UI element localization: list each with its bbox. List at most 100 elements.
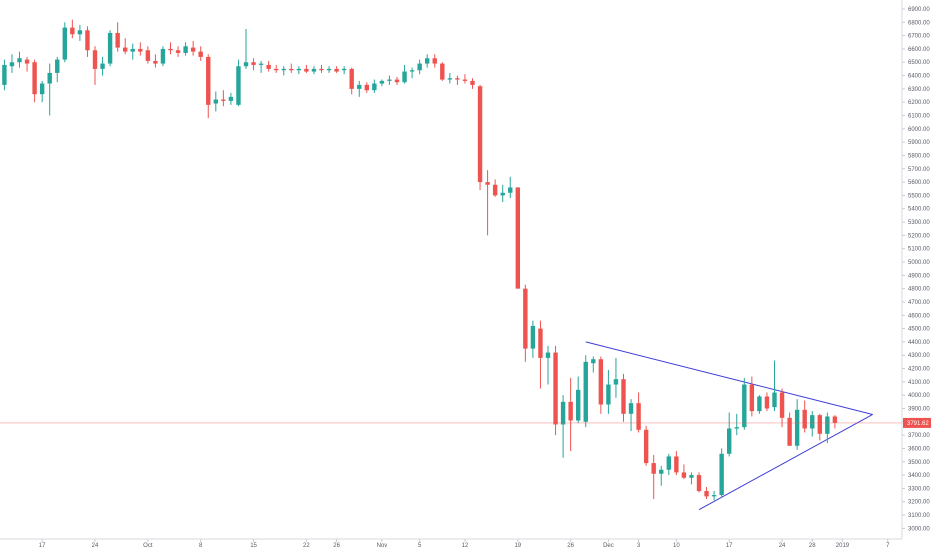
candle-body [417, 63, 422, 71]
candle-body [236, 66, 241, 105]
candle-down [289, 63, 294, 73]
candle-body [70, 27, 75, 35]
candle-down [24, 56, 30, 72]
time-axis[interactable]: 17 24 Oct 8 15 22 26 Nov 5 12 19 26 Dec 3 10 17 24 28 2019… [0, 538, 902, 549]
candle-body [764, 396, 770, 409]
candle-down [621, 373, 626, 422]
candle-up [100, 56, 105, 76]
price-tick-label: 6900.00 [908, 7, 930, 13]
candle-down [123, 38, 128, 55]
price-tick-label: 3000.00 [908, 526, 930, 532]
candle-body [17, 58, 22, 63]
candle-body [568, 401, 573, 421]
candle-up [689, 472, 694, 485]
candle-up [107, 30, 113, 67]
candle-body [138, 48, 143, 52]
price-tick-label: 4100.00 [908, 380, 930, 386]
candle-up [160, 46, 166, 67]
candles [2, 19, 838, 501]
candle-body [115, 32, 120, 48]
candle-body [213, 99, 218, 104]
candle-down [175, 46, 181, 57]
candle-body [598, 359, 604, 405]
price-tick-label: 4000.00 [908, 393, 930, 399]
candle-up [576, 376, 581, 424]
candle-down [477, 84, 483, 191]
candle-up [379, 79, 385, 87]
candle-body [538, 328, 543, 358]
candle-body [402, 71, 407, 83]
candle-down [523, 284, 528, 362]
candle-up [243, 28, 249, 69]
candle-body [228, 96, 234, 101]
candle-down [432, 54, 437, 68]
candle-up [530, 320, 536, 358]
price-tick-label: 4500.00 [908, 327, 930, 333]
price-tick-label: 5800.00 [908, 153, 930, 159]
candle-up [357, 80, 362, 97]
candle-body [470, 80, 475, 85]
candle-down [462, 74, 468, 84]
candle-down [274, 64, 279, 73]
candle-down [145, 46, 151, 64]
candle-body [364, 84, 369, 91]
candle-down [198, 46, 203, 61]
candle-body [281, 68, 286, 71]
candle-down [674, 451, 679, 476]
candle-body [349, 68, 354, 89]
candle-body [477, 86, 483, 183]
candle-down [138, 42, 143, 56]
candle-body [802, 409, 807, 429]
candle-body [455, 78, 460, 80]
candle-body [515, 187, 520, 289]
candle-body [296, 68, 302, 71]
time-tick-label: 22 [303, 543, 310, 549]
candle-down [153, 54, 158, 68]
price-tick-label: 4800.00 [908, 287, 930, 293]
candle-body [190, 47, 196, 52]
candle-body [447, 78, 453, 80]
candle-body [636, 403, 641, 430]
candle-up [742, 377, 747, 430]
price-axis[interactable]: 3000.00 3100.00 3200.00 3300.00 3400.00 3500.… [901, 0, 930, 539]
price-tick-label: 5400.00 [908, 207, 930, 213]
candle-down [681, 464, 687, 480]
candle-body [100, 63, 105, 69]
candle-up [628, 399, 634, 432]
candle-down [190, 40, 196, 56]
time-tick-label: 24 [92, 543, 99, 549]
candle-body [485, 182, 490, 185]
price-tick-label: 4300.00 [908, 353, 930, 359]
candle-down [704, 487, 709, 500]
price-tick-label: 6400.00 [908, 74, 930, 80]
candle-body [372, 83, 377, 91]
candle-body [621, 379, 626, 414]
candle-body [289, 68, 294, 71]
price-tick-label: 4700.00 [908, 300, 930, 306]
candle-body [628, 403, 634, 414]
price-tick-label: 6700.00 [908, 34, 930, 40]
candle-body [198, 51, 203, 57]
candle-body [553, 352, 558, 425]
candle-up [772, 360, 777, 412]
time-tick-label: 26 [333, 543, 340, 549]
candle-up [387, 75, 392, 85]
candle-body [425, 58, 430, 64]
candle-up [417, 59, 422, 75]
candle-body [794, 409, 800, 446]
candle-body [2, 64, 7, 85]
candle-body [462, 79, 468, 81]
price-tick-label: 4600.00 [908, 313, 930, 319]
candle-down [266, 60, 271, 72]
candle-body [530, 325, 536, 349]
candle-body [311, 68, 317, 72]
candle-up [9, 54, 15, 73]
candle-up [508, 176, 513, 199]
candle-down [779, 388, 785, 428]
candle-down [92, 46, 98, 85]
price-tick-label: 6800.00 [908, 20, 930, 26]
candle-up [659, 465, 664, 486]
price-tick-label: 5900.00 [908, 140, 930, 146]
candle-body [606, 384, 611, 405]
